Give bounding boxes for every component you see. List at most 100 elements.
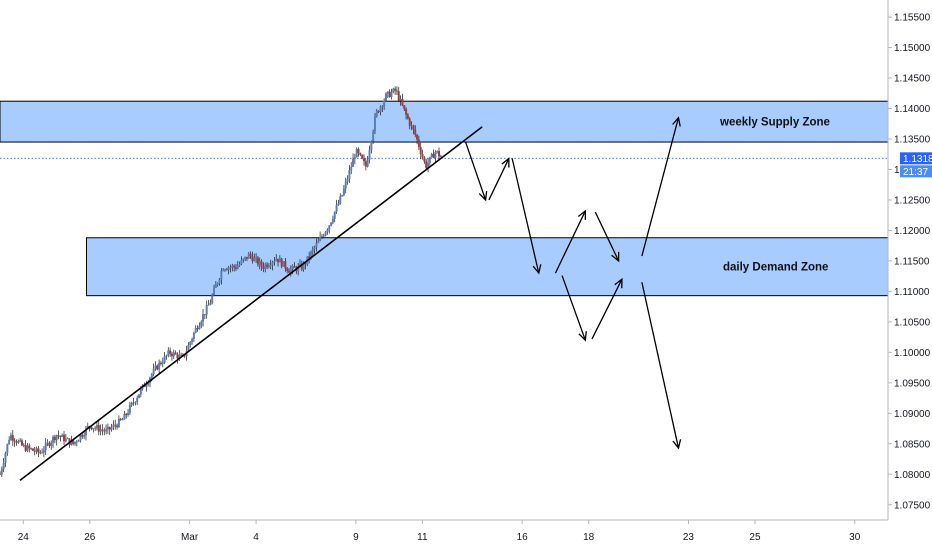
candle-body — [213, 287, 216, 296]
candle — [214, 281, 217, 289]
x-tick-label: 24 — [18, 532, 30, 543]
candle-body — [99, 429, 102, 432]
demand-zone[interactable] — [85, 237, 889, 297]
candle-body — [423, 157, 426, 162]
supply-zone[interactable] — [0, 100, 889, 143]
candle-body — [121, 419, 124, 421]
candle-body — [249, 253, 252, 256]
candle — [0, 466, 3, 478]
candle — [439, 154, 442, 158]
candle — [132, 397, 135, 406]
candle-body — [324, 232, 327, 236]
candle — [430, 152, 433, 158]
candle-body — [214, 284, 217, 288]
candle — [236, 261, 239, 270]
trendline[interactable] — [19, 126, 483, 482]
candle-body — [112, 424, 115, 428]
candle — [125, 412, 128, 419]
candle-body — [335, 205, 338, 212]
candle — [63, 430, 66, 446]
projection-arrow[interactable] — [488, 157, 510, 201]
projection-arrow[interactable] — [591, 277, 623, 340]
candle-body — [278, 258, 281, 263]
candle-body — [421, 154, 424, 158]
candle-body — [0, 468, 3, 475]
candle-body — [262, 266, 265, 269]
arrow-shaft — [641, 282, 680, 449]
candle — [97, 420, 100, 436]
projection-arrow[interactable] — [641, 282, 682, 450]
candle — [419, 142, 422, 160]
candle-body — [416, 134, 419, 140]
candle — [207, 299, 210, 306]
candle — [372, 129, 375, 144]
candle-body — [158, 362, 161, 370]
candle-body — [240, 260, 243, 264]
candle — [112, 420, 115, 431]
projection-arrow[interactable] — [554, 209, 587, 274]
candle — [61, 433, 64, 438]
candle-body — [438, 150, 441, 157]
candle — [293, 262, 296, 268]
candle — [403, 105, 406, 111]
candle-body — [399, 98, 402, 101]
arrow-shaft — [594, 211, 620, 262]
countdown-label: 21:37 — [903, 167, 928, 178]
candle-body — [33, 450, 36, 452]
candle — [73, 441, 76, 446]
candle — [187, 342, 190, 352]
candle — [30, 447, 33, 450]
projection-arrow[interactable] — [465, 141, 488, 202]
candle-body — [191, 338, 194, 342]
candle — [176, 352, 179, 364]
candle-body — [202, 314, 205, 322]
candle — [84, 426, 87, 441]
candle-body — [95, 425, 98, 428]
candle-body — [342, 188, 345, 196]
candle — [134, 401, 137, 406]
candle-body — [315, 243, 318, 248]
candle — [213, 284, 216, 297]
projection-arrow[interactable] — [641, 116, 681, 257]
candle-body — [395, 90, 398, 92]
price-axis[interactable]: 1.07500 1.08000 1.08500 1.09000 1.09500 1.100… — [887, 0, 932, 550]
candle-body — [189, 341, 192, 346]
projection-arrow[interactable] — [594, 211, 620, 263]
time-axis[interactable]: 24 26 Mar 4 9 11 16 18 23 25 30 — [0, 519, 932, 550]
candle-body — [331, 218, 334, 223]
candle — [167, 347, 170, 358]
y-tick-label: 1.11500 — [894, 256, 930, 267]
projection-arrow[interactable] — [511, 158, 542, 275]
candle-body — [258, 261, 261, 265]
candle-body — [403, 105, 406, 110]
candle-body — [2, 462, 5, 469]
candle — [423, 156, 426, 164]
candle-body — [52, 436, 55, 443]
candle-body — [293, 266, 296, 268]
candle — [253, 253, 256, 262]
candle-body — [341, 195, 344, 197]
candle — [288, 268, 291, 273]
candle — [123, 411, 126, 420]
candle — [136, 395, 139, 405]
arrow-head — [611, 251, 620, 263]
candle-body — [417, 139, 420, 148]
y-tick-label: 1.12500 — [894, 195, 931, 206]
candle — [284, 257, 287, 272]
candle — [395, 86, 398, 95]
candle — [308, 251, 311, 264]
candle-body — [64, 438, 67, 442]
candle-body — [187, 345, 190, 352]
candle-body — [35, 448, 38, 452]
candle — [121, 417, 124, 421]
candle — [370, 140, 373, 154]
candle — [405, 107, 408, 120]
candle-body — [222, 270, 225, 271]
candle — [189, 341, 192, 348]
candle — [373, 112, 376, 135]
current-price-label: 1.13183 — [903, 154, 932, 165]
candle — [277, 258, 280, 267]
projection-arrow[interactable] — [561, 275, 587, 342]
